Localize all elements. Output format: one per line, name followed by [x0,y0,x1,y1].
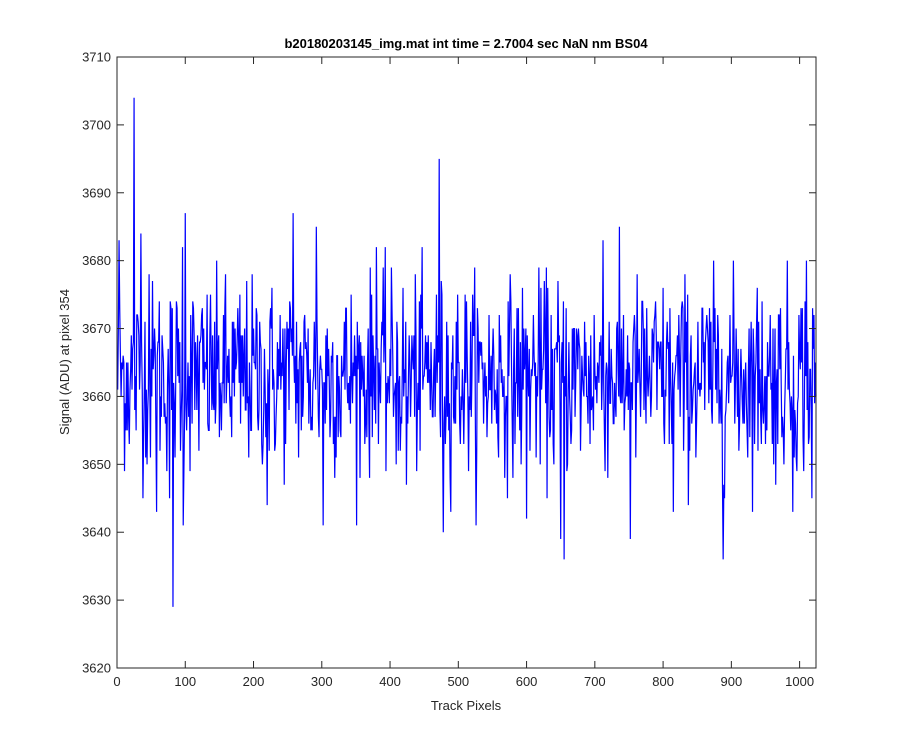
x-tick-label: 1000 [785,674,814,689]
y-tick-label: 3660 [82,389,111,404]
x-tick-label: 300 [311,674,333,689]
axes-box [116,56,817,669]
y-tick-label: 3710 [82,50,111,65]
x-axis: 0 100 200 300 400 500 600 700 800 900 1000 [113,57,814,689]
x-tick-label: 200 [243,674,265,689]
y-tick-label: 3640 [82,525,111,540]
x-tick-label: 400 [379,674,401,689]
y-tick-label: 3690 [82,185,111,200]
y-tick-label: 3630 [82,593,111,608]
y-tick-label: 3620 [82,661,111,676]
x-tick-label: 100 [174,674,196,689]
series-line [117,97,817,607]
x-axis-label: Track Pixels [431,698,502,713]
y-tick-label: 3700 [82,117,111,132]
chart-title: b20180203145_img.mat int time = 2.7004 s… [284,36,648,51]
y-axis: 3620 3630 3640 3650 3660 3670 3680 3690 3700 3710 [82,50,816,676]
y-tick-label: 3670 [82,321,111,336]
x-tick-label: 900 [721,674,743,689]
series-layer [117,97,817,607]
x-tick-label: 700 [584,674,606,689]
y-tick-label: 3650 [82,457,111,472]
y-axis-label: Signal (ADU) at pixel 354 [57,289,72,435]
x-tick-label: 800 [652,674,674,689]
x-tick-label: 500 [447,674,469,689]
x-tick-label: 0 [113,674,120,689]
y-tick-label: 3680 [82,253,111,268]
x-tick-label: 600 [516,674,538,689]
